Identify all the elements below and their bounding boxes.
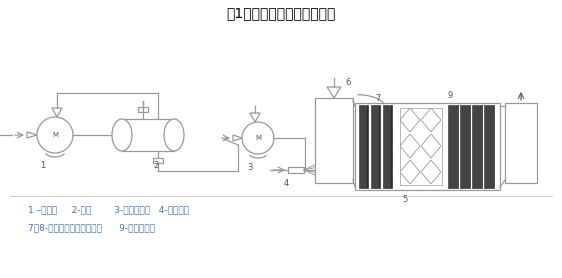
Text: 图1：直喷氨脱硝系统工艺图: 图1：直喷氨脱硝系统工艺图 (226, 6, 336, 20)
Text: 4: 4 (283, 178, 289, 187)
Polygon shape (250, 113, 260, 122)
Polygon shape (52, 108, 62, 117)
Bar (371, 105, 380, 188)
Bar (122, 119, 174, 151)
Bar (138, 107, 148, 112)
Bar (472, 105, 482, 188)
Text: 9: 9 (447, 91, 452, 100)
Text: 3: 3 (247, 163, 253, 173)
Bar (288, 167, 304, 173)
Circle shape (242, 122, 274, 154)
Bar (484, 105, 494, 188)
Text: 1: 1 (40, 160, 46, 170)
Bar (400, 108, 442, 185)
Polygon shape (27, 132, 37, 138)
Text: 8: 8 (375, 106, 380, 115)
Bar (315, 98, 353, 183)
Text: 1 –卸氨泵     2-氨罐        3-氨水输送泵   4-氨水喷枪: 1 –卸氨泵 2-氨罐 3-氨水输送泵 4-氨水喷枪 (28, 205, 189, 215)
Polygon shape (421, 134, 441, 158)
Bar (359, 105, 368, 188)
Text: 6: 6 (345, 78, 351, 86)
Polygon shape (233, 135, 242, 141)
Bar (153, 158, 163, 163)
Polygon shape (400, 160, 420, 184)
Bar (505, 103, 537, 183)
Text: 7: 7 (375, 94, 380, 103)
Text: 2: 2 (153, 160, 158, 170)
Bar (355, 103, 500, 190)
Polygon shape (421, 108, 441, 132)
Text: M: M (255, 135, 261, 141)
Ellipse shape (164, 119, 184, 151)
Bar (448, 105, 458, 188)
Polygon shape (327, 87, 341, 98)
Bar (383, 105, 392, 188)
Bar (460, 105, 470, 188)
Text: 7、8-冷却和雾化冷却风系统      9-催化剂模块: 7、8-冷却和雾化冷却风系统 9-催化剂模块 (28, 224, 155, 232)
Circle shape (37, 117, 73, 153)
Text: 5: 5 (402, 195, 407, 205)
Text: M: M (52, 132, 58, 138)
Polygon shape (400, 134, 420, 158)
Polygon shape (421, 160, 441, 184)
Polygon shape (400, 108, 420, 132)
Ellipse shape (112, 119, 132, 151)
